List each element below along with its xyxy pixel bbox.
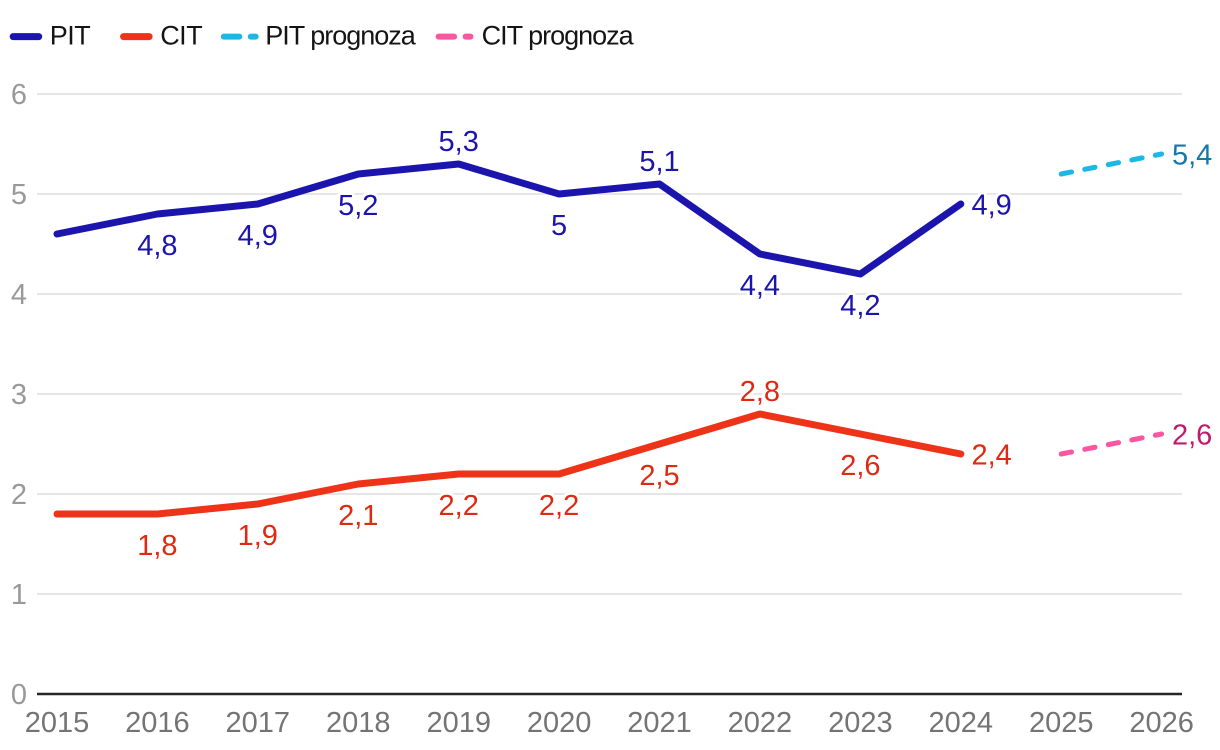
svg-text:2,2: 2,2 <box>539 490 579 522</box>
svg-text:2,6: 2,6 <box>1172 420 1212 452</box>
svg-text:2,1: 2,1 <box>338 500 378 532</box>
svg-text:5,2: 5,2 <box>338 190 378 222</box>
svg-text:6: 6 <box>11 79 27 111</box>
svg-text:CIT: CIT <box>160 21 202 51</box>
svg-text:5,1: 5,1 <box>639 146 679 178</box>
svg-text:2,6: 2,6 <box>840 450 880 482</box>
svg-text:4,8: 4,8 <box>137 230 177 262</box>
svg-text:1: 1 <box>11 579 27 611</box>
svg-text:1,9: 1,9 <box>238 520 278 552</box>
svg-text:4,2: 4,2 <box>840 290 880 322</box>
svg-text:5,3: 5,3 <box>439 126 479 158</box>
svg-text:4,9: 4,9 <box>238 220 278 252</box>
svg-text:PIT: PIT <box>50 21 91 51</box>
svg-text:5: 5 <box>11 179 27 211</box>
svg-text:2019: 2019 <box>426 707 491 739</box>
svg-text:5,4: 5,4 <box>1172 140 1212 172</box>
svg-text:0: 0 <box>11 679 27 711</box>
svg-text:2025: 2025 <box>1029 707 1094 739</box>
svg-text:2,4: 2,4 <box>972 440 1012 472</box>
svg-text:2020: 2020 <box>527 707 592 739</box>
svg-text:2018: 2018 <box>326 707 391 739</box>
svg-text:CIT prognoza: CIT prognoza <box>482 21 635 51</box>
svg-text:2,8: 2,8 <box>740 376 780 408</box>
svg-text:2016: 2016 <box>125 707 190 739</box>
svg-text:2,2: 2,2 <box>439 490 479 522</box>
svg-text:2023: 2023 <box>828 707 893 739</box>
svg-text:2022: 2022 <box>728 707 793 739</box>
svg-text:2015: 2015 <box>25 707 90 739</box>
svg-text:4,9: 4,9 <box>972 190 1012 222</box>
svg-text:2: 2 <box>11 479 27 511</box>
svg-text:2017: 2017 <box>226 707 291 739</box>
svg-text:PIT prognoza: PIT prognoza <box>265 21 417 51</box>
svg-text:2,5: 2,5 <box>639 460 679 492</box>
svg-text:1,8: 1,8 <box>137 530 177 562</box>
svg-text:4: 4 <box>11 279 27 311</box>
svg-text:2021: 2021 <box>627 707 692 739</box>
svg-text:3: 3 <box>11 379 27 411</box>
svg-text:2026: 2026 <box>1129 707 1194 739</box>
svg-text:4,4: 4,4 <box>740 270 780 302</box>
svg-text:5: 5 <box>551 210 567 242</box>
svg-text:2024: 2024 <box>929 707 994 739</box>
